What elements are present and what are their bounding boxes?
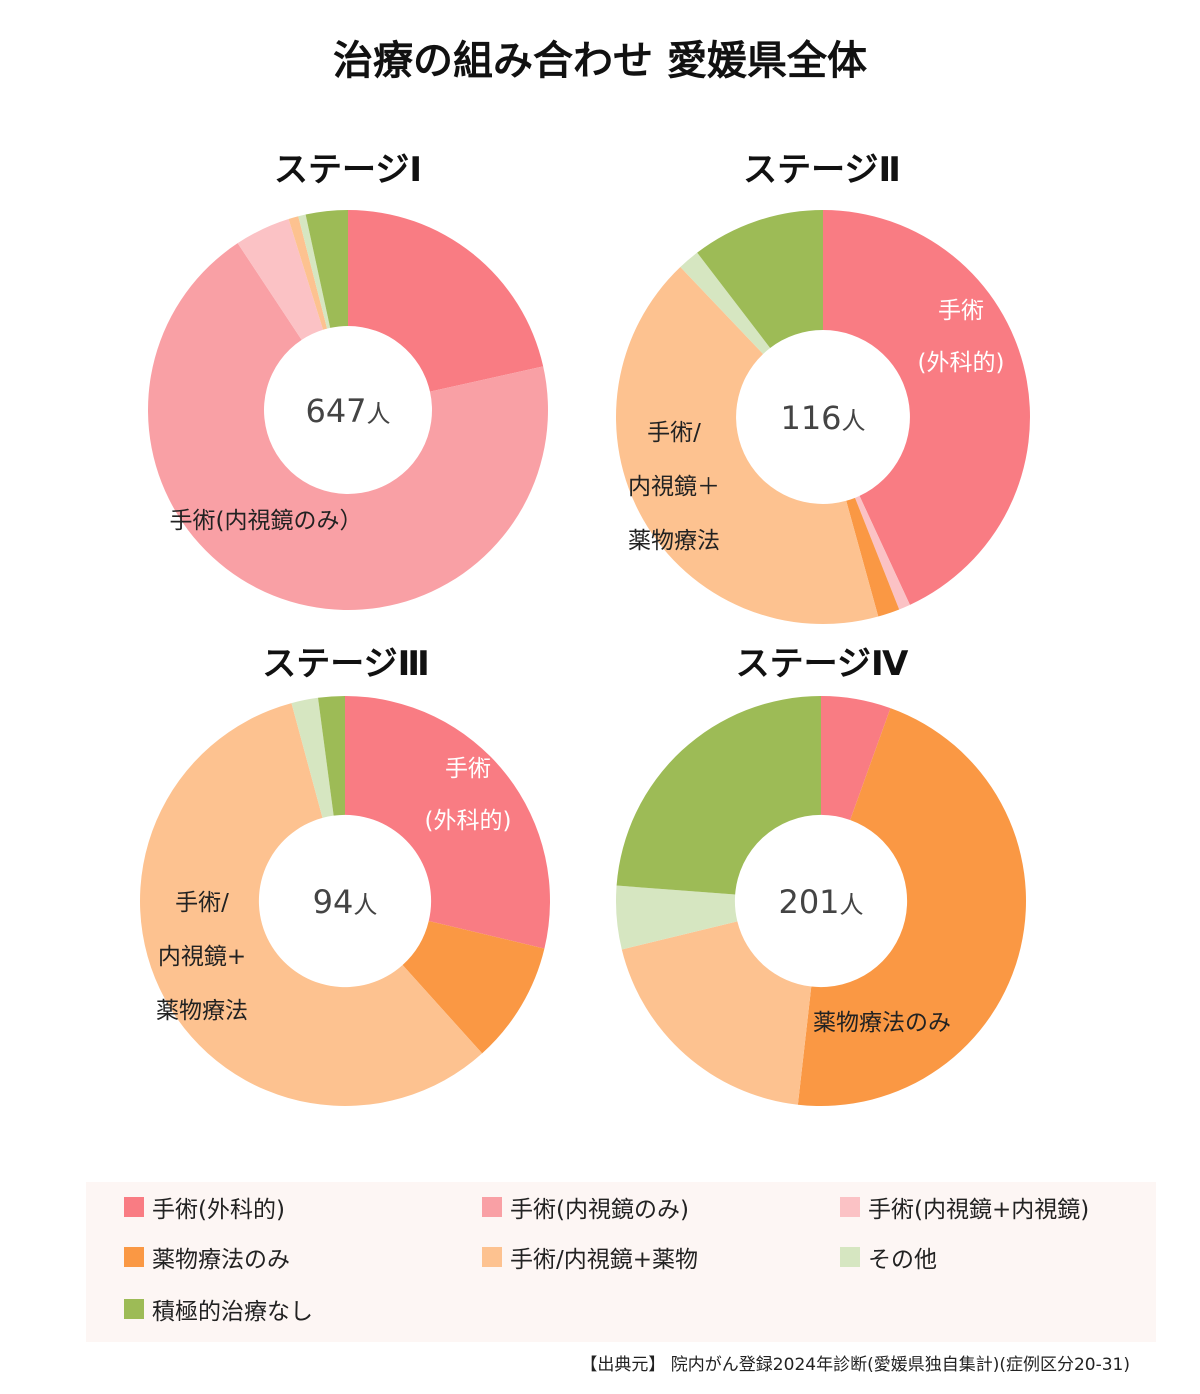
legend-swatch xyxy=(840,1247,860,1267)
slice-label: 手術(内視鏡のみ） xyxy=(170,508,363,534)
slice-surgery xyxy=(821,696,891,820)
slice-endoscopy xyxy=(147,243,548,610)
legend-label: 手術(内視鏡+内視鏡) xyxy=(868,1197,1090,1223)
stage-4-title: ステージⅣ xyxy=(735,644,909,684)
legend-item-endo-combo: 手術(内視鏡+内視鏡) xyxy=(840,1192,1090,1223)
slice-drug xyxy=(402,920,545,1054)
slice-none xyxy=(305,210,348,328)
total-count: 94人 xyxy=(313,883,378,921)
slice-label: 手術/ xyxy=(175,890,229,916)
slice-drug xyxy=(846,497,900,617)
slice-label: 手術/ xyxy=(647,420,701,446)
stage-3-donut: 94人 手術 (外科的) 手術/内視鏡+ 薬物療法 xyxy=(140,696,550,1106)
slice-surgery-drug xyxy=(140,703,483,1106)
legend-label: その他 xyxy=(868,1247,937,1273)
slice-label: 手術 xyxy=(445,756,491,782)
total-number: 647 xyxy=(305,392,366,430)
legend-item-none: 積極的治療なし xyxy=(124,1294,313,1325)
legend-item-surgery-drug: 手術/内視鏡+薬物 xyxy=(482,1242,699,1273)
slice-surgery xyxy=(823,210,1030,605)
total-count: 116人 xyxy=(780,399,865,437)
slice-surgery xyxy=(348,210,544,392)
slice-none xyxy=(318,696,345,816)
total-count: 647人 xyxy=(305,392,390,430)
legend-label: 積極的治療なし xyxy=(152,1299,313,1325)
slice-other xyxy=(298,214,331,329)
legend: 手術(外科的) 手術(内視鏡のみ) 手術(内視鏡+内視鏡) 薬物療法のみ 手術/… xyxy=(86,1182,1156,1342)
legend-swatch xyxy=(124,1247,144,1267)
legend-swatch xyxy=(124,1197,144,1217)
slice-surgery-drug xyxy=(288,216,328,330)
total-count: 201人 xyxy=(778,883,863,921)
legend-swatch xyxy=(482,1197,502,1217)
slice-endo-combo xyxy=(855,495,910,610)
slice-none xyxy=(616,696,821,895)
slice-endo-combo xyxy=(237,219,324,340)
slice-other xyxy=(616,885,738,950)
slice-label: (外科的) xyxy=(425,808,512,834)
source-note: 【出典元】 院内がん登録2024年診断(愛媛県独自集計)(症例区分20-31) xyxy=(580,1355,1130,1375)
legend-item-drug: 薬物療法のみ xyxy=(124,1242,290,1273)
total-unit: 人 xyxy=(367,400,391,428)
legend-label: 薬物療法のみ xyxy=(152,1247,290,1273)
legend-item-surgery: 手術(外科的) xyxy=(124,1192,285,1223)
slice-label: 内視鏡+ xyxy=(158,944,246,970)
stage-3-title: ステージⅢ xyxy=(262,644,430,684)
legend-item-endoscopy: 手術(内視鏡のみ) xyxy=(482,1192,689,1223)
slice-surgery-drug xyxy=(616,266,879,624)
total-number: 201 xyxy=(778,883,839,921)
legend-swatch xyxy=(124,1299,144,1319)
legend-label: 手術(外科的) xyxy=(152,1197,285,1223)
slice-label: 薬物療法 xyxy=(156,998,248,1024)
slice-label: 薬物療法 xyxy=(628,528,720,554)
legend-label: 手術(内視鏡のみ) xyxy=(510,1197,689,1223)
slice-label: 薬物療法のみ xyxy=(813,1010,951,1036)
total-number: 94 xyxy=(313,883,354,921)
slice-label: (外科的) xyxy=(918,350,1005,376)
stage-2-title: ステージⅡ xyxy=(743,150,901,190)
slice-surgery-drug xyxy=(621,921,812,1105)
legend-label: 手術/内視鏡+薬物 xyxy=(510,1247,699,1273)
legend-swatch xyxy=(840,1197,860,1217)
total-number: 116 xyxy=(780,399,841,437)
slice-label: 内視鏡＋ xyxy=(628,474,720,500)
slice-other xyxy=(291,697,334,818)
slice-other xyxy=(680,252,771,354)
total-unit: 人 xyxy=(353,891,377,919)
page-title: 治療の組み合わせ 愛媛県全体 xyxy=(333,38,867,84)
legend-swatch xyxy=(482,1247,502,1267)
slice-label: 手術 xyxy=(938,298,984,324)
stage-2-donut: 116人 手術 (外科的) 手術/内視鏡＋ 薬物療法 xyxy=(616,210,1030,624)
legend-item-other: その他 xyxy=(840,1242,937,1273)
slice-surgery xyxy=(345,696,550,949)
slice-drug xyxy=(797,708,1026,1106)
stage-1-title: ステージⅠ xyxy=(274,150,422,190)
slice-none xyxy=(697,210,823,348)
total-unit: 人 xyxy=(840,891,864,919)
total-unit: 人 xyxy=(842,407,866,435)
